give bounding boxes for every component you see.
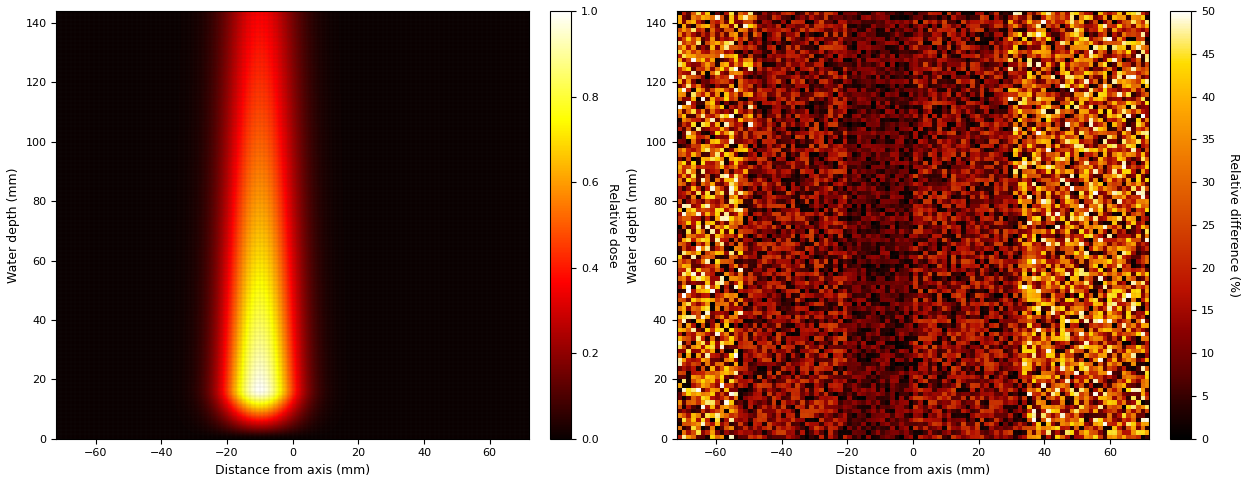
X-axis label: Distance from axis (mm): Distance from axis (mm) — [215, 464, 371, 477]
Y-axis label: Water depth (mm): Water depth (mm) — [7, 167, 20, 283]
Y-axis label: Water depth (mm): Water depth (mm) — [628, 167, 640, 283]
Y-axis label: Relative difference (%): Relative difference (%) — [1227, 153, 1241, 297]
X-axis label: Distance from axis (mm): Distance from axis (mm) — [835, 464, 991, 477]
Y-axis label: Relative dose: Relative dose — [607, 182, 619, 267]
